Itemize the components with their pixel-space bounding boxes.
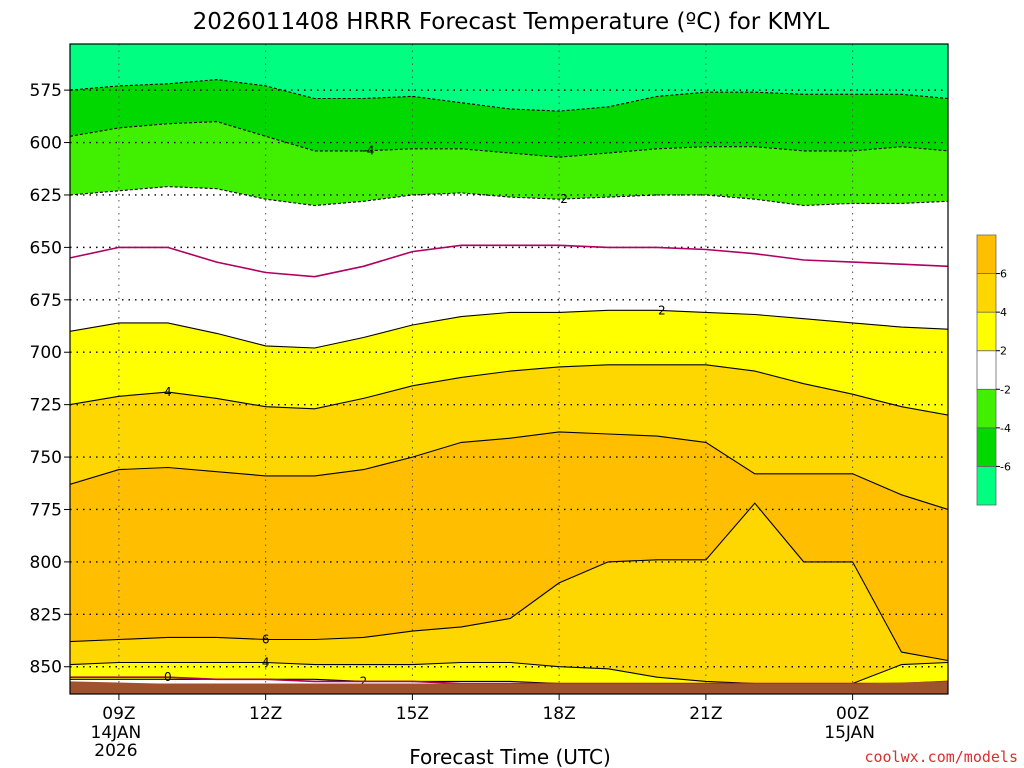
x-tick-label: 12Z xyxy=(249,704,282,724)
chart-title: 2026011408 HRRR Forecast Temperature (ºC… xyxy=(193,9,830,35)
colorbar-swatch xyxy=(976,427,997,467)
contour-label: 0 xyxy=(164,670,172,684)
colorbar-label: -6 xyxy=(1000,460,1011,473)
colorbar-label: 6 xyxy=(1000,268,1007,281)
temp-band-6 xyxy=(70,431,948,661)
y-tick-label: 775 xyxy=(30,500,62,520)
contour-label: 2 xyxy=(560,192,568,206)
contour-line-c_0 xyxy=(70,244,948,278)
colorbar-label: 2 xyxy=(1000,345,1007,358)
contour-line-c_m6 xyxy=(70,79,948,112)
temp-band-5 xyxy=(70,364,948,510)
temp-band-1 xyxy=(70,79,948,158)
y-tick-label: 725 xyxy=(30,396,62,416)
credit-text: coolwx.com/models xyxy=(864,748,1018,766)
x-axis-label: Forecast Time (UTC) xyxy=(409,745,611,768)
x-tick-label: 09Z xyxy=(102,704,135,724)
contour-line-c_m4 xyxy=(70,121,948,158)
contour-line-c_p6b xyxy=(70,502,948,662)
temp-band-3 xyxy=(70,186,948,348)
temp-band-8 xyxy=(70,662,948,684)
y-tick-label: 650 xyxy=(30,238,62,258)
colorbar-label: -2 xyxy=(1000,383,1011,396)
y-tick-label: 700 xyxy=(30,343,62,363)
temp-band-7 xyxy=(70,503,948,684)
x-tick-label: 18Z xyxy=(542,704,575,724)
y-tick-label: 675 xyxy=(30,291,62,311)
contour-line-c_p4 xyxy=(70,364,948,416)
y-tick-label: 850 xyxy=(30,658,62,678)
contour-line-c_m2 xyxy=(70,186,948,207)
y-tick-label: 750 xyxy=(30,448,62,468)
x-tick-label: 00Z xyxy=(836,704,869,724)
temp-band-4 xyxy=(70,310,948,416)
colorbar-swatch xyxy=(976,350,997,390)
y-tick-label: 825 xyxy=(30,605,62,625)
colorbar-swatch xyxy=(976,466,997,506)
x-tick-sublabel: 15JAN xyxy=(824,723,875,743)
colorbar-label: -4 xyxy=(1000,422,1011,435)
y-tick-label: 600 xyxy=(30,134,62,154)
contour-label: 2 xyxy=(658,304,666,318)
colorbar-label: 4 xyxy=(1000,306,1007,319)
contour-label: 6 xyxy=(262,632,270,646)
contour-label: -4 xyxy=(362,144,374,158)
x-tick-sublabel: 2026 xyxy=(94,741,137,761)
y-tick-label: 800 xyxy=(30,553,62,573)
temp-band-0 xyxy=(70,44,948,112)
colorbar-swatch xyxy=(976,273,997,313)
plot-frame xyxy=(69,43,949,695)
contour-line-c_p6 xyxy=(70,431,948,511)
colorbar-legend: -6 -4 -2 2 4 6 xyxy=(976,234,1011,506)
temp-band-2 xyxy=(70,121,948,206)
colorbar-swatch xyxy=(976,234,997,274)
ground-fill xyxy=(70,681,948,694)
x-tick-label: 21Z xyxy=(689,704,722,724)
x-tick-sublabel: 14JAN xyxy=(91,723,142,743)
colorbar-swatch xyxy=(976,388,997,429)
colorbar-swatch xyxy=(976,311,997,352)
y-axis: 575 600 625 650 675 700 725 750 775 800 825 850 xyxy=(30,81,70,678)
contour-label: 4 xyxy=(164,385,172,399)
y-tick-label: 575 xyxy=(30,81,62,101)
x-tick-label: 15Z xyxy=(396,704,429,724)
y-tick-label: 625 xyxy=(30,186,62,206)
contour-line-c_p2 xyxy=(70,309,948,349)
contour-label: 4 xyxy=(262,656,270,670)
